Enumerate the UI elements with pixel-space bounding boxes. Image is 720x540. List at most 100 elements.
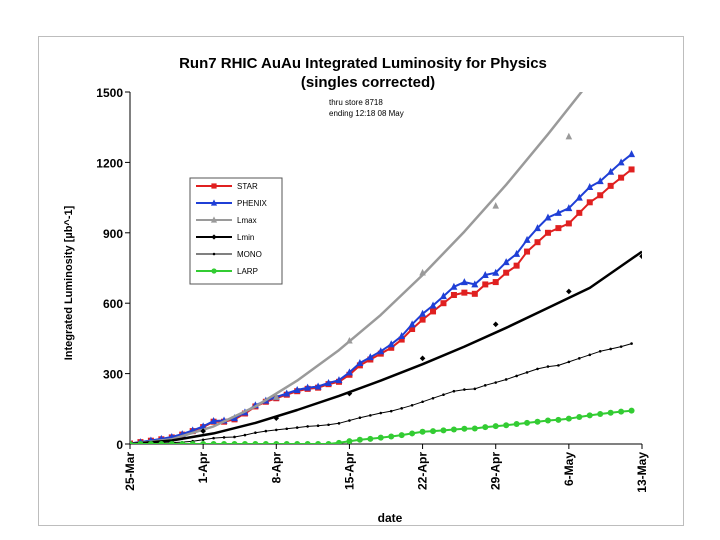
data-point-larp: [430, 428, 437, 435]
series-line-lmin: [130, 250, 642, 444]
data-point-mono: [369, 414, 372, 417]
annotation-line-1: thru store 8718: [329, 98, 383, 107]
data-point-mono: [316, 424, 320, 427]
data-point-phenix: [534, 224, 542, 232]
data-point-mono: [337, 422, 341, 425]
data-point-mono: [274, 428, 278, 432]
data-point-lmin: [273, 415, 280, 421]
data-point-phenix: [523, 235, 531, 243]
data-point-larp: [335, 439, 342, 444]
series-mono: [130, 342, 633, 444]
data-point-larp: [315, 441, 322, 444]
data-point-mono: [588, 353, 592, 357]
y-axis-label: Integrated Luminosity [µb^-1]: [63, 205, 75, 360]
data-point-larp: [482, 424, 489, 431]
data-point-star: [524, 248, 531, 255]
data-point-star: [607, 182, 614, 189]
data-point-phenix: [419, 309, 427, 317]
data-point-lmax: [419, 268, 426, 276]
x-tick-label: 1-Apr: [196, 452, 210, 484]
y-tick-label: 1200: [96, 156, 123, 170]
legend-marker-mono: [212, 252, 216, 256]
data-point-lmin: [200, 428, 206, 434]
data-point-phenix: [325, 378, 333, 386]
data-point-larp: [252, 441, 259, 444]
x-tick-label: 29-Apr: [489, 452, 503, 490]
data-point-larp: [534, 418, 541, 425]
data-point-phenix: [335, 376, 343, 384]
legend-label-phenix: PHENIX: [237, 199, 267, 208]
y-tick-label: 1500: [96, 86, 123, 100]
y-tick-label: 600: [103, 297, 123, 311]
data-point-lmax: [272, 393, 280, 400]
y-tick-label: 300: [103, 368, 123, 382]
data-point-larp: [555, 416, 562, 423]
data-point-phenix: [554, 208, 562, 216]
data-point-mono: [442, 393, 445, 397]
data-point-larp: [158, 441, 165, 444]
x-ticks: 25-Mar 1-Apr 8-Apr 15-Apr 22-Apr 29-Apr 6-May 1…: [123, 444, 649, 493]
x-tick-label: 25-Mar: [123, 452, 137, 491]
data-point-larp: [524, 419, 531, 426]
data-point-phenix: [408, 320, 416, 328]
data-point-larp: [440, 427, 447, 434]
data-point-mono: [327, 423, 330, 427]
data-point-star: [409, 326, 416, 333]
legend-marker-phenix: [210, 199, 218, 206]
data-point-mono: [525, 371, 529, 374]
data-point-phenix: [471, 280, 479, 288]
data-point-phenix: [387, 340, 395, 348]
data-point-mono: [212, 436, 215, 440]
data-point-larp: [565, 415, 572, 422]
data-point-mono: [452, 389, 456, 393]
legend-label-lmax: Lmax: [237, 216, 257, 225]
data-point-mono: [358, 416, 362, 420]
legend-marker-larp: [211, 268, 217, 274]
series-line-lmax: [130, 92, 584, 444]
data-point-mono: [494, 381, 498, 384]
data-point-star: [482, 281, 489, 288]
data-point-larp: [179, 441, 186, 444]
data-point-mono: [630, 342, 633, 345]
legend-label-star: STAR: [237, 182, 258, 191]
data-point-phenix: [429, 301, 437, 309]
x-tick-label: 8-Apr: [269, 452, 283, 484]
data-point-mono: [619, 345, 623, 348]
data-point-phenix: [460, 278, 468, 286]
data-point-larp: [450, 426, 457, 433]
data-point-larp: [388, 433, 395, 440]
data-point-phenix: [628, 150, 636, 158]
data-point-phenix: [565, 204, 573, 212]
data-point-mono: [567, 360, 571, 364]
data-point-phenix: [502, 258, 510, 266]
legend-marker-star: [211, 183, 217, 189]
data-point-lmin: [419, 355, 426, 362]
data-point-mono: [431, 396, 435, 400]
y-tick-label: 0: [116, 438, 123, 452]
y-ticks: 0 300 600 900 1200 1500: [96, 86, 130, 452]
data-point-phenix: [283, 389, 291, 397]
data-point-larp: [200, 441, 207, 444]
data-point-phenix: [513, 249, 521, 257]
data-point-phenix: [617, 158, 625, 166]
data-point-star: [492, 279, 499, 286]
data-point-phenix: [345, 368, 353, 376]
data-point-lmax: [565, 132, 573, 140]
data-point-star: [461, 289, 468, 296]
x-axis-label: date: [378, 511, 403, 525]
data-point-larp: [419, 428, 426, 435]
data-point-larp: [544, 417, 551, 424]
data-point-phenix: [398, 332, 406, 340]
data-point-star: [450, 291, 457, 298]
data-point-larp: [241, 441, 248, 444]
x-tick-label: 22-Apr: [416, 452, 430, 490]
data-point-mono: [306, 425, 309, 428]
data-point-phenix: [366, 353, 374, 361]
data-point-phenix: [377, 347, 385, 355]
legend-label-larp: LARP: [237, 267, 258, 276]
data-point-mono: [546, 365, 550, 368]
data-point-mono: [201, 438, 205, 442]
data-point-phenix: [544, 213, 552, 221]
data-point-phenix: [314, 382, 322, 390]
